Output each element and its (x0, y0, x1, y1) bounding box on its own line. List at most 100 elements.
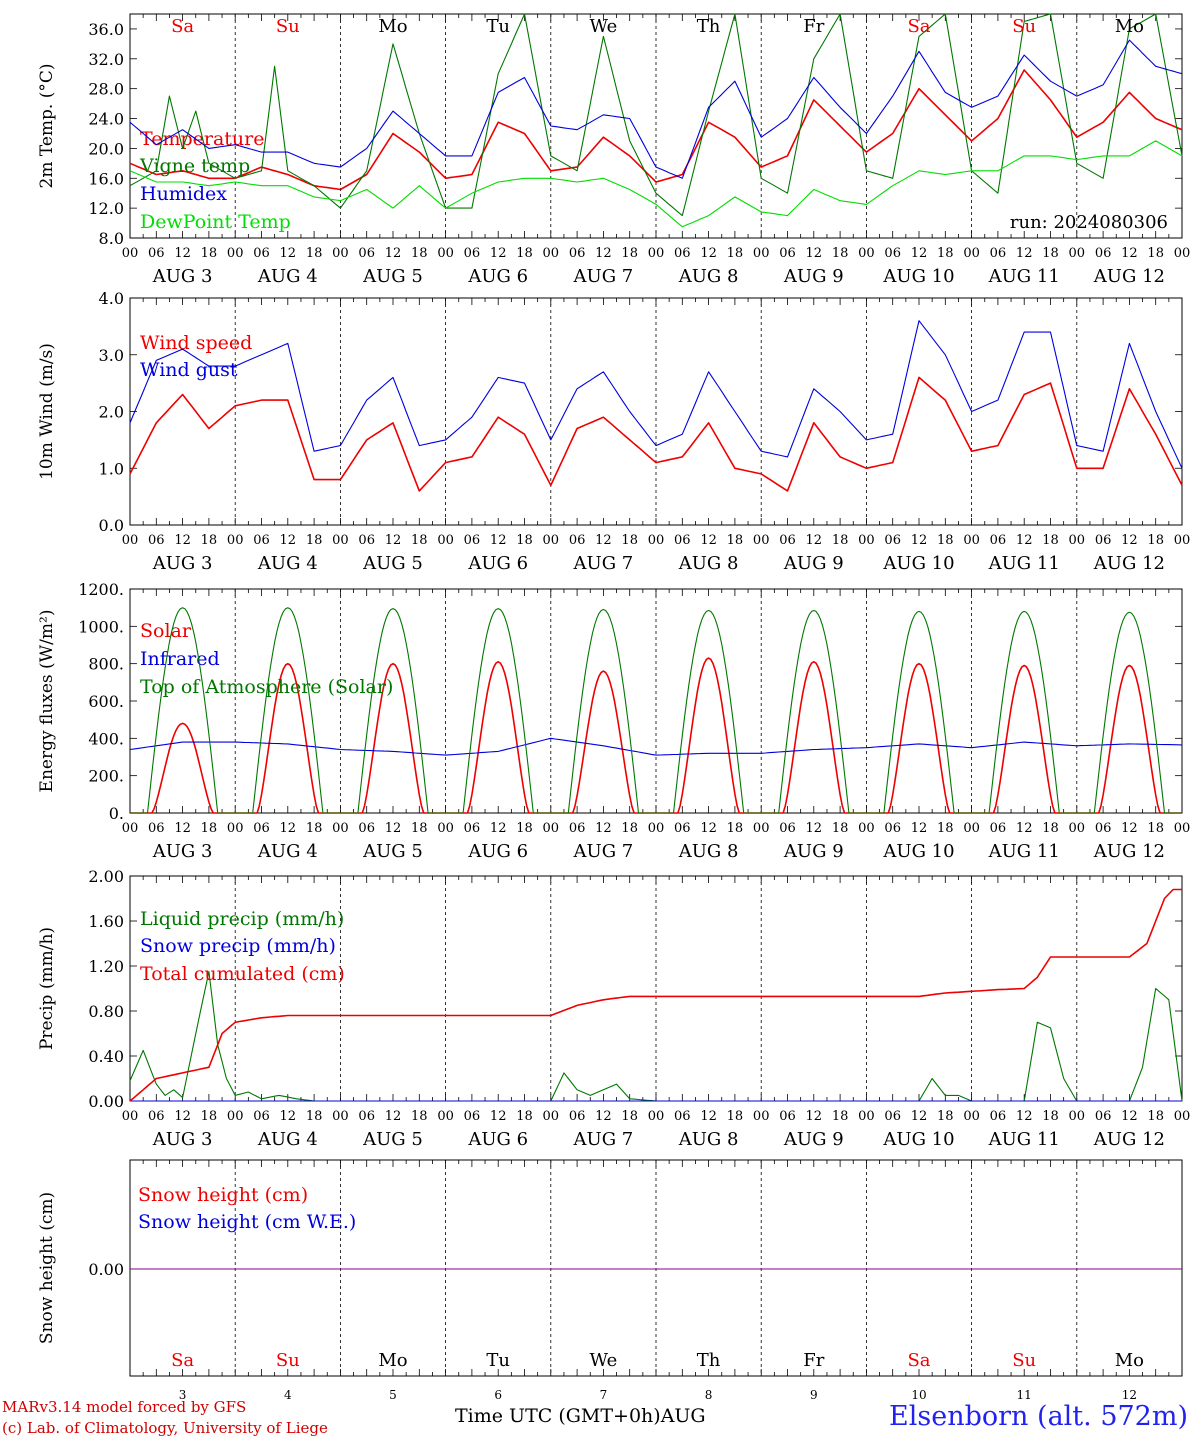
panel4-day-label: AUG 5 (362, 1129, 423, 1150)
weekday-label-top: We (590, 16, 618, 37)
panel3-hour-label: 18 (1042, 821, 1059, 836)
panel2-day-label: AUG 3 (152, 553, 213, 574)
panel5-y-axis-label: Snow height (cm) (37, 1192, 57, 1344)
panel2-hour-label: 12 (1121, 533, 1138, 548)
panel1-hour-label: 12 (280, 246, 297, 261)
panel4-hour-label: 12 (595, 1109, 612, 1124)
panel2-hour-label: 06 (1095, 533, 1112, 548)
panel4-hour-label: 06 (253, 1109, 270, 1124)
panel2-hour-label: 18 (411, 533, 428, 548)
weekday-label-bottom: Sa (907, 1350, 930, 1371)
panel3-hour-label: 00 (648, 821, 665, 836)
panel1-hour-label: 18 (516, 246, 533, 261)
panel2-hour-label: 12 (490, 533, 507, 548)
panel1-day-label: AUG 4 (257, 266, 318, 287)
panel2-hour-label: 18 (1042, 533, 1059, 548)
day-number-label: 11 (1017, 1388, 1032, 1402)
panel1-series-temperature (129, 69, 1183, 191)
panel1-hour-label: 18 (621, 246, 638, 261)
panel3-day-label: AUG 11 (988, 841, 1060, 862)
panel4-hour-label: 18 (306, 1109, 323, 1124)
panel1-hour-label: 00 (122, 246, 139, 261)
panel1-hour-label: 06 (884, 246, 901, 261)
panel4-y-tick-label: 0.40 (88, 1047, 124, 1066)
panel3-hour-label: 00 (753, 821, 770, 836)
weekday-label-top: Sa (171, 16, 194, 37)
panel2-hour-label: 00 (648, 533, 665, 548)
panel1-hour-label: 12 (174, 246, 191, 261)
panel3-hour-label: 12 (174, 821, 191, 836)
panel3-hour-label: 18 (306, 821, 323, 836)
panel2-hour-label: 12 (1016, 533, 1033, 548)
panel2-day-label: AUG 7 (573, 553, 634, 574)
panel4-hour-label: 00 (1069, 1109, 1086, 1124)
panel3-hour-label: 06 (148, 821, 165, 836)
panel2-day-label: AUG 5 (362, 553, 423, 574)
panel1-hour-label: 12 (700, 246, 717, 261)
day-number-label: 8 (705, 1388, 713, 1402)
panel4-hour-label: 00 (437, 1109, 454, 1124)
panel4-y-tick-label: 0.80 (88, 1002, 124, 1021)
panel2-hour-label: 00 (1174, 533, 1191, 548)
weekday-label-top: Su (1012, 16, 1036, 37)
panel1-hour-label: 00 (437, 246, 454, 261)
weekday-label-bottom: Mo (378, 1350, 407, 1371)
panel3-frame (129, 588, 1183, 814)
panel3-legend-1: Solar (140, 620, 192, 642)
panel1-y-tick-label: 12.0 (88, 199, 124, 218)
weekday-label-top: Tu (486, 16, 510, 37)
panel2-y-tick-label: 4.0 (99, 289, 124, 308)
panel2-hour-label: 18 (201, 533, 218, 548)
panel4-y-tick-label: 0.00 (88, 1092, 124, 1111)
weekday-label-bottom: Sa (171, 1350, 194, 1371)
panel4-hour-label: 18 (727, 1109, 744, 1124)
panel3-hour-label: 12 (490, 821, 507, 836)
panel2-hour-label: 06 (358, 533, 375, 548)
panel1-hour-label: 18 (832, 246, 849, 261)
panel2-y-tick-label: 3.0 (99, 346, 124, 365)
panel4-hour-label: 00 (858, 1109, 875, 1124)
panel1-hour-label: 00 (332, 246, 349, 261)
day-number-label: 6 (494, 1388, 502, 1402)
panel4-y-tick-label: 2.00 (88, 867, 124, 886)
panel4-hour-label: 18 (937, 1109, 954, 1124)
panel2-hour-label: 12 (174, 533, 191, 548)
panel3-hour-label: 00 (437, 821, 454, 836)
panel3-day-label: AUG 9 (783, 841, 844, 862)
panel2-hour-label: 12 (595, 533, 612, 548)
panel2-day-label: AUG 10 (882, 553, 954, 574)
panel1-hour-label: 06 (148, 246, 165, 261)
panel3-day-label: AUG 7 (573, 841, 634, 862)
panel1-hour-label: 06 (569, 246, 586, 261)
panel3-hour-label: 00 (1069, 821, 1086, 836)
panel2-hour-label: 00 (122, 533, 139, 548)
panel3-y-tick-label: 400. (88, 729, 124, 748)
weekday-label-top: Fr (803, 16, 824, 37)
panel2-hour-label: 18 (727, 533, 744, 548)
panel1-run-annotation: run: 2024080306 (1010, 212, 1168, 233)
panel1-hour-label: 12 (385, 246, 402, 261)
panel5-legend-1: Snow height (cm) (138, 1184, 308, 1206)
panel4-hour-label: 12 (806, 1109, 823, 1124)
weekday-label-top: Th (697, 16, 721, 37)
panel3-hour-label: 00 (858, 821, 875, 836)
panel3-y-tick-label: 1200. (78, 580, 124, 599)
panel3-y-tick-label: 600. (88, 692, 124, 711)
panel4-hour-label: 06 (148, 1109, 165, 1124)
panel4-hour-label: 18 (832, 1109, 849, 1124)
panel1-series-dewpoint-temp (129, 140, 1183, 228)
day-number-label: 7 (600, 1388, 608, 1402)
panel2-hour-label: 12 (385, 533, 402, 548)
panel3-hour-label: 00 (332, 821, 349, 836)
panel1-hour-label: 12 (1121, 246, 1138, 261)
day-number-label: 12 (1122, 1388, 1137, 1402)
panel2-hour-label: 12 (280, 533, 297, 548)
panel1-y-axis-label: 2m Temp. (°C) (37, 63, 57, 188)
panel4-legend-2: Snow precip (mm/h) (140, 935, 336, 957)
panel4-hour-label: 18 (411, 1109, 428, 1124)
panel2-hour-label: 06 (464, 533, 481, 548)
panel3-series-infrared (129, 737, 1183, 756)
station-name: Elsenborn (alt. 572m) (889, 1401, 1188, 1432)
panel1-hour-label: 00 (858, 246, 875, 261)
panel2-hour-label: 18 (306, 533, 323, 548)
